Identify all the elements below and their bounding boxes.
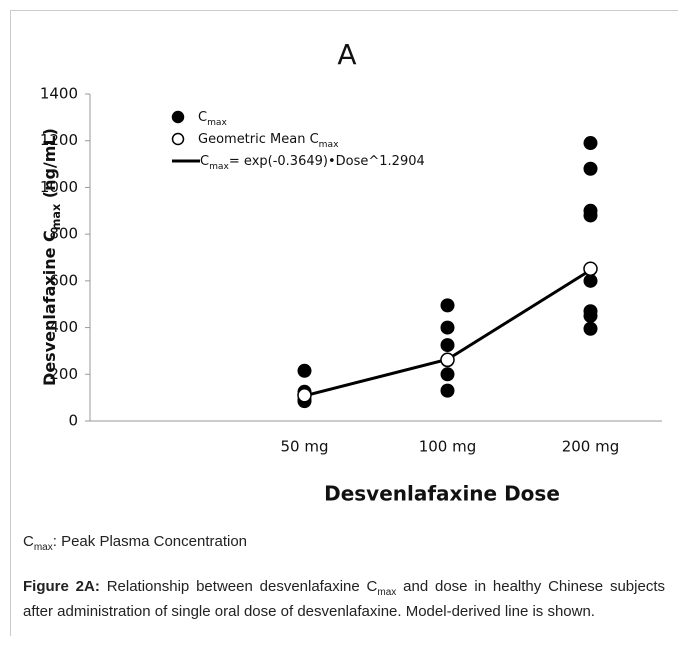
subscript: max (209, 162, 229, 172)
data-point (440, 383, 455, 398)
caption-text: Relationship between desvenlafaxine Cmax… (23, 578, 665, 620)
data-point (440, 298, 455, 313)
data-point (583, 208, 598, 223)
y-tick-label: 400 (49, 318, 78, 336)
text-part: and dose in healthy Chinese subjects aft… (23, 578, 665, 620)
mean-point (440, 352, 455, 368)
text-part: Geometric Mean C (198, 132, 319, 147)
data-point (583, 321, 598, 336)
text-part: = exp(-0.3649)•Dose^1.2904 (229, 154, 425, 169)
data-point (583, 273, 598, 288)
subscript: max (319, 140, 339, 150)
text-part: C (200, 154, 209, 169)
y-tick-label: 600 (49, 271, 78, 289)
text-part: Relationship between desvenlafaxine C (99, 578, 378, 595)
data-point (440, 320, 455, 335)
legend-entry: Cmax= exp(-0.3649)•Dose^1.2904 (200, 154, 425, 172)
legend-entry: Cmax (198, 110, 228, 128)
legend-marker (171, 110, 185, 124)
y-tick-label: 800 (49, 225, 78, 243)
data-point (440, 338, 455, 353)
mean-point (297, 388, 312, 403)
x-axis-label: Desvenlafaxine Dose (324, 482, 560, 506)
x-tick-label: 50 mg (281, 438, 329, 456)
subscript: max (50, 203, 63, 230)
y-tick-label: 1000 (40, 178, 78, 196)
y-tick-label: 0 (68, 412, 78, 430)
data-point (583, 161, 598, 176)
y-tick-label: 1200 (40, 131, 78, 149)
text-part: C (198, 110, 207, 125)
y-axis-label: Desvenlafaxine Cmax (ng/mL) (40, 128, 63, 386)
figure-frame (10, 10, 678, 636)
subscript: max (377, 587, 397, 598)
legend-entry: Geometric Mean Cmax (198, 132, 339, 150)
text-part: : Peak Plasma Concentration (52, 533, 248, 550)
text-part: (ng/mL) (40, 128, 59, 204)
subscript: max (33, 542, 53, 553)
chart: A Desvenlafaxine Dose 0 200 400 600 800 1000 1… (40, 38, 662, 506)
y-tick-label: 1400 (40, 85, 78, 103)
caption-label: Figure 2A: (23, 578, 100, 595)
y-tick-label: 200 (49, 365, 78, 383)
legend-marker (171, 132, 185, 146)
data-point (440, 367, 455, 382)
data-point (583, 308, 598, 323)
data-point (583, 136, 598, 151)
figure-caption: Figure 2A: Relationship between desvenla… (23, 577, 665, 621)
x-tick-label: 100 mg (419, 438, 477, 456)
subscript: max (207, 118, 227, 128)
chart-title: A (337, 38, 356, 71)
note: Cmax: Peak Plasma Concentration (23, 532, 665, 557)
mean-point (583, 261, 598, 276)
x-tick-label: 200 mg (562, 438, 620, 456)
text-part: C (23, 533, 34, 550)
data-point (297, 363, 312, 378)
text-part: Desvenlafaxine C (40, 230, 59, 386)
